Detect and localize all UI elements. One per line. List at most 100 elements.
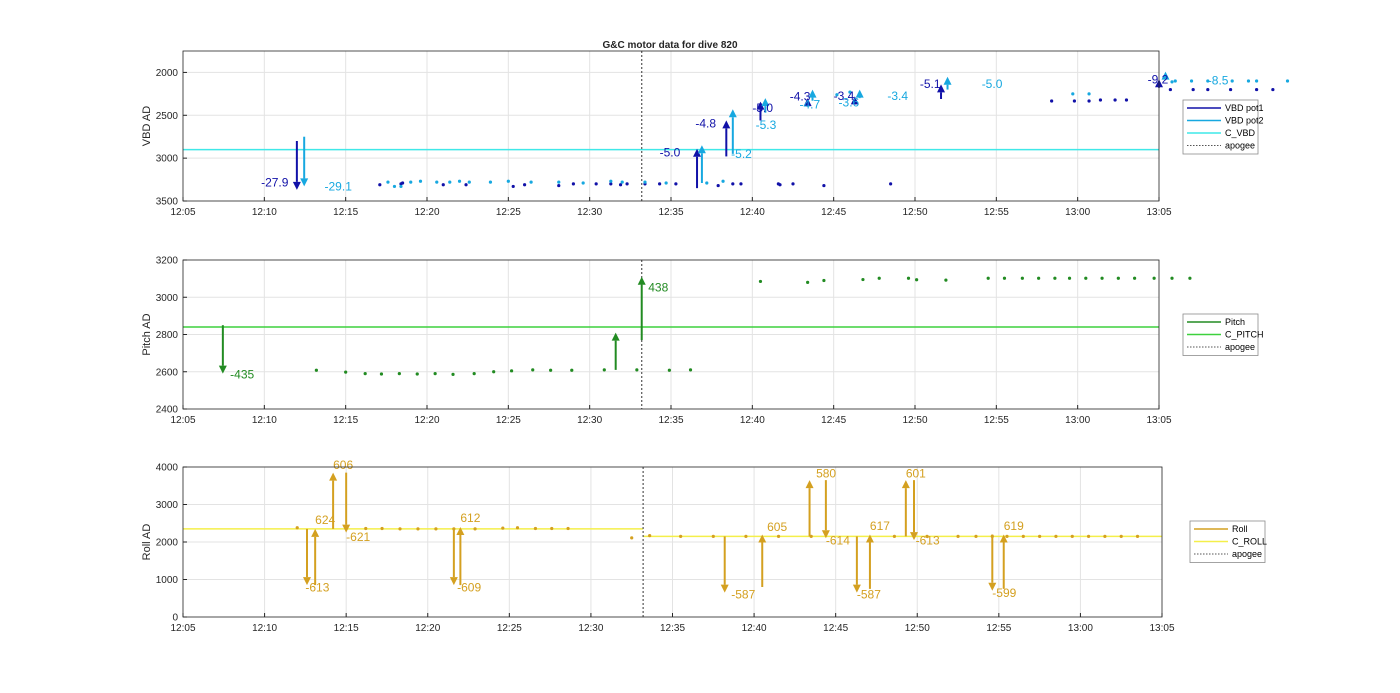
pitch-pitch-dot	[509, 369, 514, 373]
vbd-value-label: -4.8	[695, 116, 716, 130]
pitch-pitch-dot	[1133, 276, 1137, 280]
pitch-arrow-head	[611, 332, 620, 341]
vbd-vbd-pot1-dot	[889, 182, 893, 186]
roll-roll-dot	[533, 526, 538, 531]
roll-value-label: -621	[346, 530, 370, 544]
roll-xtick-label: 12:30	[578, 623, 603, 634]
vbd-value-label: -4.3	[790, 90, 811, 104]
pitch-pitch-dot	[570, 368, 574, 372]
vbd-value-label: -3.6	[839, 96, 860, 110]
roll-xtick-label: 13:00	[1068, 623, 1093, 634]
vbd-vbd-pot2-dot	[435, 180, 439, 184]
roll-roll-dot	[956, 534, 960, 538]
roll-roll-dot	[380, 526, 384, 531]
vbd-vbd-pot1-dot	[557, 183, 561, 188]
roll-roll-dot	[1119, 534, 1123, 538]
roll-roll-dot	[711, 534, 715, 538]
vbd-xtick-label: 13:05	[1146, 207, 1171, 218]
pitch-pitch-dot	[877, 276, 881, 280]
vbd-xtick-label: 12:30	[577, 207, 602, 218]
roll-ytick-label: 0	[172, 613, 178, 624]
vbd-xtick-label: 12:35	[658, 207, 683, 218]
roll-value-label: 612	[460, 511, 480, 525]
roll-value-label: -614	[826, 534, 850, 548]
vbd-panel: -27.9 -29.1 -5.0 -5.2 -4.8 -5.3 -5.0 -4.3-4.7 -3…	[141, 50, 1290, 218]
pitch-legend-label: apogee	[1225, 342, 1255, 352]
pitch-xtick-label: 12:35	[658, 415, 683, 426]
roll-roll-dot	[501, 526, 505, 530]
roll-roll-dot	[515, 526, 520, 530]
vbd-value-label: -4.7	[800, 97, 821, 111]
pitch-ytick-label: 2400	[156, 405, 179, 416]
roll-ylabel: Roll AD	[141, 524, 153, 561]
pitch-ytick-label: 3000	[156, 293, 179, 304]
roll-value-label: 619	[1004, 519, 1024, 533]
roll-roll-dot	[925, 534, 929, 538]
vbd-vbd-pot2-dot	[1246, 79, 1251, 83]
pitch-pitch-dot	[986, 276, 990, 280]
vbd-value-label: -5.1	[920, 77, 941, 91]
roll-roll-dot	[1005, 534, 1009, 538]
vbd-vbd-pot1-dot	[674, 182, 678, 186]
vbd-arrow-head	[1161, 71, 1170, 80]
roll-ytick-label: 4000	[156, 463, 179, 474]
vbd-vbd-pot1-dot	[1098, 98, 1103, 102]
vbd-vbd-pot2-dot	[529, 180, 533, 184]
vbd-xtick-label: 12:45	[821, 207, 846, 218]
vbd-vbd-pot2-dot	[1173, 79, 1177, 83]
vbd-vbd-pot1-dot	[441, 183, 445, 187]
pitch-pitch-dot	[314, 368, 318, 372]
roll-xtick-label: 12:05	[170, 623, 195, 634]
roll-roll-dot	[776, 534, 781, 538]
pitch-pitch-dot	[1116, 276, 1120, 280]
roll-value-label: -613	[916, 534, 940, 548]
vbd-xtick-label: 12:50	[902, 207, 927, 218]
vbd-ytick-label: 3500	[156, 197, 179, 208]
vbd-vbd-pot2-dot	[448, 180, 452, 184]
vbd-ylabel: VBD AD	[141, 106, 153, 146]
pitch-value-label: 438	[648, 281, 668, 295]
pitch-pitch-dot	[906, 276, 911, 280]
pitch-legend-label: C_PITCH	[1225, 330, 1264, 340]
vbd-xtick-label: 12:40	[740, 207, 765, 218]
vbd-ytick-label: 2000	[156, 68, 179, 79]
vbd-ytick-label: 3000	[156, 154, 179, 165]
roll-arrow-head	[909, 532, 918, 541]
vbd-arrow-head	[722, 120, 731, 129]
pitch-panel: -435 438 12:05 12:10 12:15 12:20 12:25 12:30 12:…	[141, 256, 1264, 427]
pitch-xtick-label: 13:00	[1065, 415, 1090, 426]
pitch-pitch-dot	[1053, 276, 1057, 280]
vbd-vbd-pot2-dot	[1285, 79, 1290, 83]
pitch-pitch-dot	[635, 368, 639, 372]
vbd-vbd-pot2-dot	[409, 180, 413, 184]
roll-arrow-head	[456, 527, 465, 535]
vbd-vbd-pot1-dot	[571, 182, 576, 186]
vbd-vbd-pot1-dot	[1113, 98, 1117, 102]
roll-xtick-label: 12:20	[415, 623, 440, 634]
vbd-value-label: -3.4	[834, 89, 855, 103]
pitch-pitch-dot	[667, 368, 671, 372]
pitch-pitch-dot	[1188, 276, 1192, 280]
vbd-vbd-pot2-dot	[1206, 79, 1210, 83]
vbd-vbd-pot2-dot	[1230, 79, 1234, 83]
vbd-vbd-pot2-dot	[392, 184, 397, 189]
roll-roll-dot	[744, 534, 748, 538]
roll-arrow-head	[988, 582, 997, 591]
vbd-vbd-pot2-dot	[457, 179, 462, 183]
pitch-xtick-label: 12:50	[902, 415, 927, 426]
pitch-pitch-dot	[531, 368, 535, 372]
vbd-vbd-pot1-dot	[731, 182, 735, 186]
vbd-arrow-head	[761, 98, 770, 107]
roll-value-label: 624	[315, 513, 335, 527]
vbd-value-label: -27.9	[261, 175, 289, 189]
vbd-vbd-pot1-dot	[1124, 98, 1129, 102]
pitch-ytick-label: 3200	[156, 256, 179, 267]
vbd-xtick-label: 12:15	[333, 207, 358, 218]
vbd-value-label: -5.2	[731, 147, 752, 161]
vbd-ytick-label: 2500	[156, 111, 179, 122]
vbd-xtick-label: 12:20	[414, 207, 439, 218]
vbd-vbd-pot2-dot	[418, 179, 423, 183]
roll-value-label: 580	[816, 467, 836, 481]
vbd-value-label: -8.5	[1208, 73, 1229, 87]
roll-roll-dot	[974, 534, 978, 538]
